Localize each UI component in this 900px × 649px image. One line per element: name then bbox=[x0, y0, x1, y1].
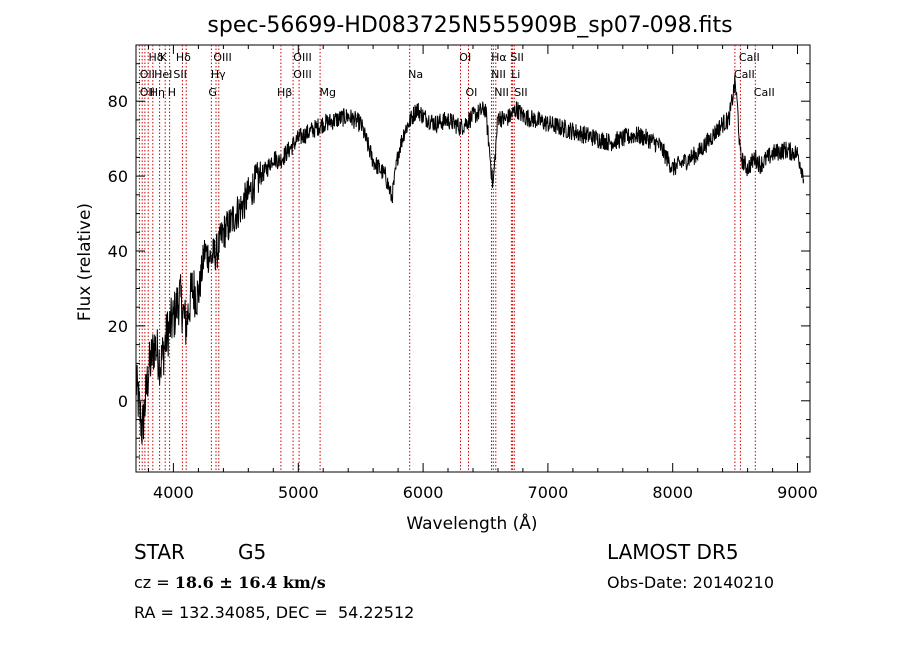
x-axis: 4000 5000 6000 7000 8000 9000 bbox=[148, 45, 818, 502]
redshift: cz = 18.6 ± 16.4 km/s bbox=[134, 573, 326, 592]
x-tick-label: 8000 bbox=[652, 483, 693, 502]
y-tick-label: 80 bbox=[108, 92, 128, 111]
line-label: HeI bbox=[154, 68, 172, 81]
line-label: CaII bbox=[739, 51, 760, 64]
line-label: OIII bbox=[293, 51, 311, 64]
line-label: Hβ bbox=[277, 86, 292, 99]
y-axis: 0 20 40 60 80 bbox=[108, 63, 810, 458]
x-tick-label: 5000 bbox=[278, 483, 319, 502]
survey: LAMOST DR5 bbox=[607, 540, 739, 564]
line-label: SII bbox=[514, 86, 527, 99]
line-label: OI bbox=[466, 86, 478, 99]
line-label: G bbox=[208, 86, 217, 99]
line-label: Hδ bbox=[149, 51, 164, 64]
chart-title: spec-56699-HD083725N555909B_sp07-098.fit… bbox=[207, 13, 732, 38]
y-tick-label: 20 bbox=[108, 317, 128, 336]
subclass: G5 bbox=[238, 540, 267, 564]
line-label: Hγ bbox=[211, 68, 226, 81]
cz-label: cz = bbox=[134, 573, 175, 592]
obs-date: Obs-Date: 20140210 bbox=[607, 573, 775, 592]
line-label: SII bbox=[173, 68, 186, 81]
line-label: SII bbox=[510, 51, 523, 64]
line-label: Hη bbox=[150, 86, 165, 99]
line-label: K bbox=[160, 51, 168, 64]
spectrum-line bbox=[135, 75, 805, 445]
y-tick-label: 40 bbox=[108, 242, 128, 261]
y-tick-label: 60 bbox=[108, 167, 128, 186]
line-label: H bbox=[168, 86, 176, 99]
line-label: OII bbox=[140, 86, 155, 99]
line-label: NII bbox=[491, 68, 506, 81]
line-label: Mg bbox=[320, 86, 336, 99]
line-label: Li bbox=[511, 68, 520, 81]
object-type: STAR bbox=[134, 540, 185, 564]
line-label: OIII bbox=[293, 68, 311, 81]
line-label: Hδ bbox=[176, 51, 191, 64]
coordinates: RA = 132.34085, DEC = 54.22512 bbox=[134, 603, 415, 622]
y-axis-label: Flux (relative) bbox=[75, 203, 95, 321]
line-label: OI bbox=[459, 51, 471, 64]
cz-value: 18.6 ± 16.4 km/s bbox=[174, 573, 326, 592]
line-label: NII bbox=[494, 86, 509, 99]
x-axis-label: Wavelength (Å) bbox=[406, 512, 537, 534]
line-markers bbox=[138, 45, 756, 472]
x-tick-label: 4000 bbox=[153, 483, 194, 502]
line-label: CaII bbox=[734, 68, 755, 81]
line-label: OII bbox=[140, 68, 155, 81]
line-label: Na bbox=[408, 68, 423, 81]
line-label: OIII bbox=[213, 51, 231, 64]
y-tick-label: 0 bbox=[118, 392, 128, 411]
line-label: CaII bbox=[754, 86, 775, 99]
x-tick-label: 9000 bbox=[777, 483, 818, 502]
x-tick-label: 7000 bbox=[528, 483, 569, 502]
line-label: Hα bbox=[491, 51, 507, 64]
x-tick-label: 6000 bbox=[403, 483, 444, 502]
